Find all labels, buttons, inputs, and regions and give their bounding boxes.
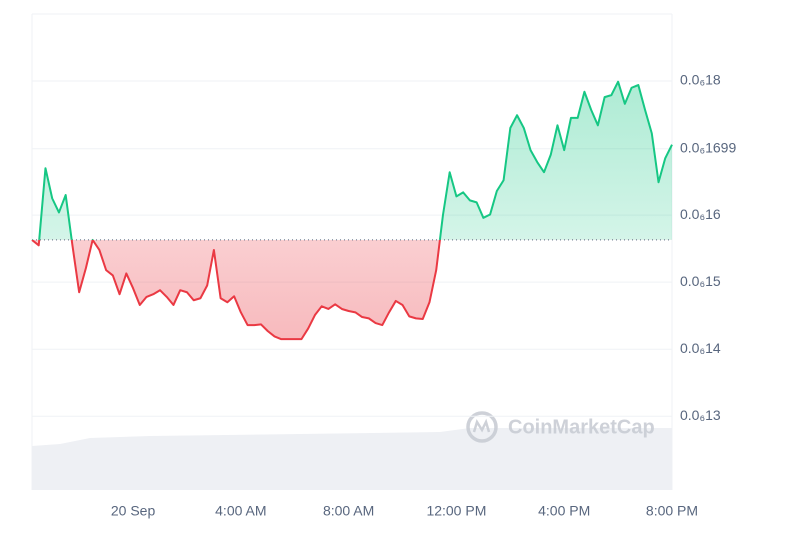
y-tick-label: 0.0₆13 bbox=[680, 407, 721, 423]
y-tick-label: 0.0₆1699 bbox=[680, 139, 736, 155]
x-tick-label: 20 Sep bbox=[111, 503, 156, 519]
x-tick-label: 4:00 AM bbox=[215, 503, 266, 519]
price-line-up bbox=[31, 80, 673, 240]
area-below bbox=[32, 239, 440, 340]
volume-background bbox=[32, 428, 672, 490]
plot: 0.0₆13 0.0₆14 0.0₆15 0.0₆16 0.0₆1699 0.0₆18 20… bbox=[31, 72, 736, 519]
area-above bbox=[32, 81, 672, 240]
x-tick-label: 8:00 AM bbox=[323, 503, 374, 519]
y-tick-label: 0.0₆18 bbox=[680, 72, 721, 88]
x-tick-label: 12:00 PM bbox=[426, 503, 486, 519]
watermark: CoinMarketCap bbox=[466, 411, 655, 443]
y-tick-label: 0.0₆16 bbox=[680, 206, 721, 222]
x-tick-label: 8:00 PM bbox=[646, 503, 698, 519]
watermark-text: CoinMarketCap bbox=[508, 416, 655, 438]
price-line-down bbox=[31, 239, 441, 341]
watermark-logo-mark bbox=[472, 418, 491, 433]
watermark-logo bbox=[466, 411, 498, 443]
x-tick-label: 4:00 PM bbox=[538, 503, 590, 519]
y-tick-label: 0.0₆14 bbox=[680, 340, 721, 356]
y-tick-label: 0.0₆15 bbox=[680, 273, 721, 289]
